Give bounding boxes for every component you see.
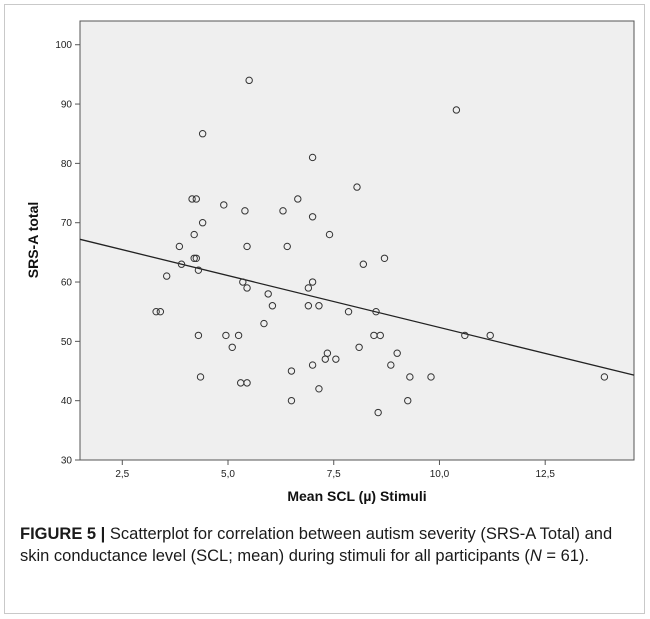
scatter-point	[162, 272, 171, 280]
caption-text-end: = 61).	[541, 547, 590, 565]
scatter-point	[220, 201, 228, 209]
scatter-point	[393, 349, 401, 357]
scatter-point	[308, 153, 317, 162]
y-tick-label: 100	[55, 40, 72, 51]
scatter-point	[304, 284, 313, 292]
y-axis-label: SRS-A total	[25, 202, 41, 278]
scatter-point	[198, 130, 207, 138]
scatter-point	[268, 302, 277, 310]
scatter-point	[380, 254, 389, 262]
scatter-point	[332, 355, 340, 363]
scatter-point	[344, 307, 353, 316]
plot-area	[79, 20, 635, 461]
scatter-point	[192, 254, 200, 262]
scatter-point	[461, 331, 469, 340]
caption-label: FIGURE 5 |	[20, 525, 106, 543]
scatter-point	[283, 242, 291, 251]
data-points	[152, 76, 609, 417]
caption-n-symbol: N	[529, 547, 542, 565]
scatter-point	[372, 307, 380, 316]
scatter-point	[308, 213, 317, 221]
y-tick-label: 90	[61, 100, 73, 111]
scatter-point	[315, 302, 323, 310]
y-tick-label: 70	[61, 218, 73, 229]
scatter-point	[294, 195, 302, 203]
scatter-point	[196, 373, 205, 381]
x-tick-label: 10,0	[430, 469, 450, 480]
scatter-point	[222, 331, 230, 340]
scatter-point	[359, 260, 368, 268]
figure-caption: FIGURE 5 | Scatterplot for correlation b…	[20, 523, 632, 567]
scatter-point	[194, 331, 203, 340]
y-tick-label: 80	[61, 159, 73, 170]
scatter-point	[156, 307, 165, 316]
scatter-point	[243, 284, 251, 292]
scatter-point	[404, 396, 412, 405]
scatter-point	[427, 373, 435, 381]
scatter-point	[243, 242, 251, 251]
x-tick-label: 12,5	[535, 469, 555, 480]
scatter-point	[152, 307, 160, 316]
scatter-point	[243, 379, 251, 387]
scatter-point	[353, 183, 361, 191]
y-tick-label: 60	[61, 278, 73, 289]
scatter-point	[264, 290, 272, 298]
regression-line-group	[79, 238, 635, 376]
scatter-point	[308, 361, 317, 369]
x-tick-label: 5,0	[221, 469, 235, 480]
scatter-point	[406, 373, 414, 381]
y-tick-label: 40	[61, 396, 73, 407]
scatter-point	[175, 242, 184, 251]
scatter-point	[279, 207, 287, 215]
scatter-point	[376, 331, 384, 340]
x-axis-label: Mean SCL (µ) Stimuli	[287, 488, 426, 504]
scatter-point	[387, 361, 395, 369]
scatter-point	[452, 106, 461, 114]
scatter-point	[228, 343, 236, 351]
scatter-point	[355, 343, 363, 351]
scatter-point	[287, 367, 296, 375]
x-axis-ticks: 2,5 5,0 7,5 10,0 12,5	[115, 460, 555, 480]
scatter-point	[374, 408, 382, 417]
scatter-point	[198, 219, 207, 227]
scatter-point	[260, 319, 268, 328]
scatter-point	[245, 76, 253, 85]
x-tick-label: 2,5	[115, 469, 129, 480]
scatter-point	[241, 207, 249, 215]
scatter-point	[234, 331, 243, 340]
scatter-point	[304, 302, 313, 310]
y-tick-label: 30	[61, 456, 73, 467]
scatter-point	[190, 230, 198, 239]
y-axis-ticks: 30 40 50 60 70 80 90 100	[55, 40, 80, 467]
scatter-point	[600, 373, 609, 381]
scatter-point	[486, 331, 494, 340]
scatter-point	[315, 385, 323, 393]
scatter-point	[194, 266, 203, 274]
scatter-point	[239, 278, 247, 286]
caption-text: Scatterplot for correlation between auti…	[20, 525, 613, 565]
scatter-point	[192, 195, 200, 203]
y-tick-label: 50	[61, 337, 73, 348]
scatter-point	[188, 195, 196, 203]
scatter-point	[287, 396, 296, 405]
scatter-point	[190, 254, 198, 262]
regression-line	[79, 238, 635, 376]
scatter-point	[177, 260, 186, 268]
scatterplot-figure: 30 40 50 60 70 80 90 100 2,5 5,0 7,5 10,0 12,5 SRS-…	[25, 20, 635, 504]
scatter-point	[308, 278, 317, 286]
scatter-point	[321, 355, 329, 363]
scatter-point	[325, 230, 334, 239]
x-tick-label: 7,5	[327, 469, 341, 480]
scatterplot-chart: 30 40 50 60 70 80 90 100 2,5 5,0 7,5 10,0 12,5 SRS-…	[25, 20, 635, 504]
